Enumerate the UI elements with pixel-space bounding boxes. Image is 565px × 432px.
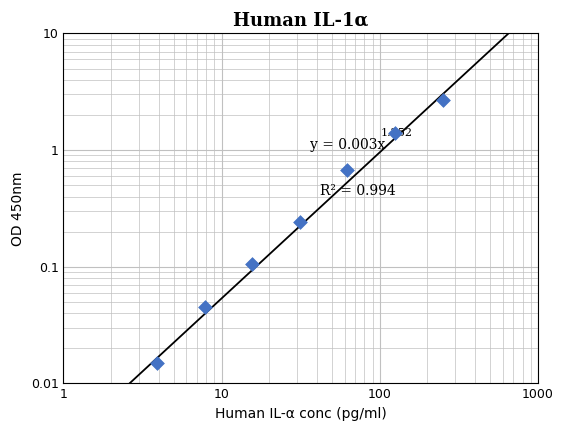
Title: Human IL-1α: Human IL-1α (233, 11, 368, 29)
Point (390, 130, 399, 137)
Point (343, 166, 352, 173)
Y-axis label: OD 450nm: OD 450nm (11, 171, 25, 246)
Point (153, 359, 162, 366)
Point (247, 261, 257, 268)
Text: 1.252: 1.252 (380, 128, 412, 138)
Text: y = 0.003x: y = 0.003x (310, 138, 385, 152)
Point (200, 304, 209, 311)
X-axis label: Human IL-α conc (pg/ml): Human IL-α conc (pg/ml) (215, 407, 386, 421)
Point (438, 96, 447, 103)
Point (295, 219, 305, 226)
Text: R² = 0.994: R² = 0.994 (320, 184, 396, 198)
